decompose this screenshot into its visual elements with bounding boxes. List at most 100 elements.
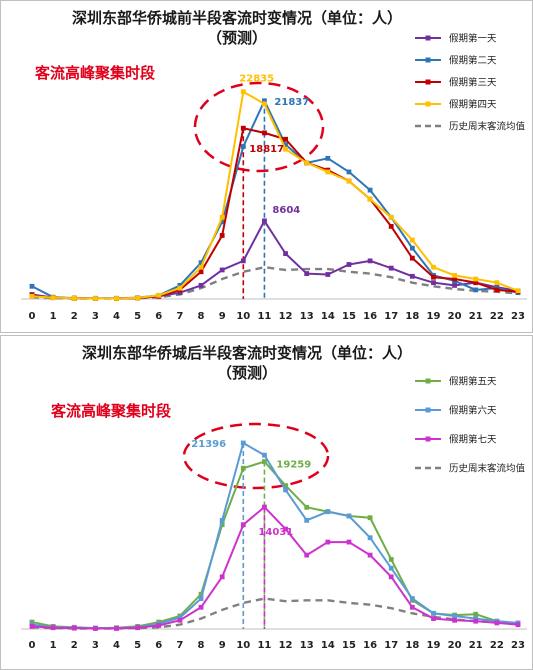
- data-point: [325, 169, 331, 175]
- data-point: [177, 617, 183, 623]
- legend-item: 假期第五天: [415, 376, 497, 388]
- data-point: [240, 89, 246, 95]
- data-point: [135, 295, 141, 301]
- data-point: [494, 287, 500, 293]
- data-point: [262, 504, 267, 510]
- x-tick-label: 3: [92, 640, 99, 651]
- x-tick-label: 10: [236, 311, 250, 322]
- data-point: [431, 264, 436, 270]
- legend-label: 假期第六天: [449, 405, 497, 417]
- data-point: [92, 296, 98, 301]
- data-point: [452, 276, 458, 282]
- x-tick-label: 15: [342, 311, 356, 322]
- data-point: [409, 245, 415, 251]
- x-tick-label: 3: [92, 311, 99, 322]
- series-2: [29, 504, 521, 631]
- data-point: [367, 187, 373, 193]
- data-point: [29, 293, 35, 299]
- data-point: [198, 282, 204, 288]
- data-point: [262, 98, 267, 104]
- data-point: [283, 526, 288, 532]
- data-point: [473, 287, 479, 293]
- data-point: [198, 260, 204, 266]
- x-tick-label: 16: [363, 311, 377, 322]
- chart-title: 深圳东部华侨城前半段客流时变情况（单位：人）: [72, 9, 402, 27]
- chart-title: 深圳东部华侨城后半段客流时变情况（单位：人）: [82, 344, 412, 362]
- data-point: [367, 552, 373, 558]
- x-tick-label: 14: [321, 640, 335, 651]
- data-point: [283, 483, 288, 488]
- data-point: [219, 219, 225, 225]
- data-point: [494, 280, 500, 286]
- data-point: [494, 620, 500, 626]
- series-line: [31, 597, 519, 630]
- x-tick-label: 7: [176, 640, 183, 651]
- x-tick-label: 5: [134, 311, 141, 322]
- data-label: 14031: [258, 527, 293, 538]
- data-point: [219, 574, 225, 580]
- data-point: [283, 251, 288, 257]
- data-point: [473, 276, 479, 282]
- data-label: 8604: [272, 205, 300, 216]
- data-point: [262, 218, 267, 224]
- data-point: [346, 169, 352, 175]
- data-point: [325, 155, 331, 161]
- x-tick-label: 2: [71, 640, 78, 651]
- chart-subtitle: （预测）: [217, 364, 277, 382]
- data-point: [431, 274, 436, 280]
- x-tick-label: 22: [490, 640, 504, 651]
- data-point: [198, 269, 204, 275]
- data-point: [304, 552, 310, 558]
- legend-label: 历史周末客流均值: [449, 121, 526, 133]
- data-label: 21837: [274, 97, 309, 108]
- x-tick-label: 19: [427, 311, 441, 322]
- data-point: [409, 604, 415, 610]
- legend-label: 历史周末客流均值: [449, 463, 526, 475]
- data-point: [240, 258, 246, 264]
- data-point: [283, 142, 288, 148]
- data-point: [388, 214, 394, 220]
- data-point: [283, 146, 288, 152]
- x-tick-label: 9: [219, 640, 226, 651]
- x-tick-label: 13: [300, 640, 314, 651]
- legend-marker: [425, 407, 431, 413]
- data-point: [431, 616, 436, 621]
- series-line: [31, 90, 519, 300]
- data-point: [50, 295, 56, 301]
- legend-item: 假期第三天: [415, 77, 497, 89]
- series-3: [29, 89, 521, 301]
- x-tick-label: 17: [384, 640, 398, 651]
- data-point: [367, 258, 373, 264]
- data-point: [135, 625, 141, 631]
- legend-marker: [425, 35, 431, 41]
- data-point: [219, 522, 225, 528]
- data-point: [177, 285, 183, 291]
- x-tick-label: 12: [279, 640, 293, 651]
- series-3: [31, 597, 519, 630]
- data-point: [325, 509, 331, 515]
- data-point: [219, 517, 225, 523]
- x-tick-label: 17: [384, 311, 398, 322]
- x-tick-label: 11: [257, 311, 271, 322]
- peak-annotation-label: 客流高峰聚集时段: [50, 402, 171, 420]
- x-tick-label: 4: [113, 640, 120, 651]
- legend-marker: [425, 57, 431, 63]
- data-point: [304, 504, 310, 510]
- peak-annotation-label: 客流高峰聚集时段: [34, 64, 155, 82]
- x-tick-label: 4: [113, 311, 120, 322]
- data-point: [219, 233, 225, 238]
- series-line: [31, 266, 519, 300]
- data-point: [409, 596, 415, 601]
- data-point: [409, 273, 415, 279]
- data-point: [198, 604, 204, 610]
- x-tick-label: 6: [155, 311, 162, 322]
- data-label: 19259: [276, 460, 311, 471]
- data-point: [473, 616, 479, 621]
- data-point: [156, 623, 162, 628]
- data-point: [388, 265, 394, 271]
- data-point: [50, 625, 56, 631]
- x-tick-label: 11: [257, 640, 271, 651]
- series-line: [31, 99, 519, 300]
- data-point: [367, 515, 373, 521]
